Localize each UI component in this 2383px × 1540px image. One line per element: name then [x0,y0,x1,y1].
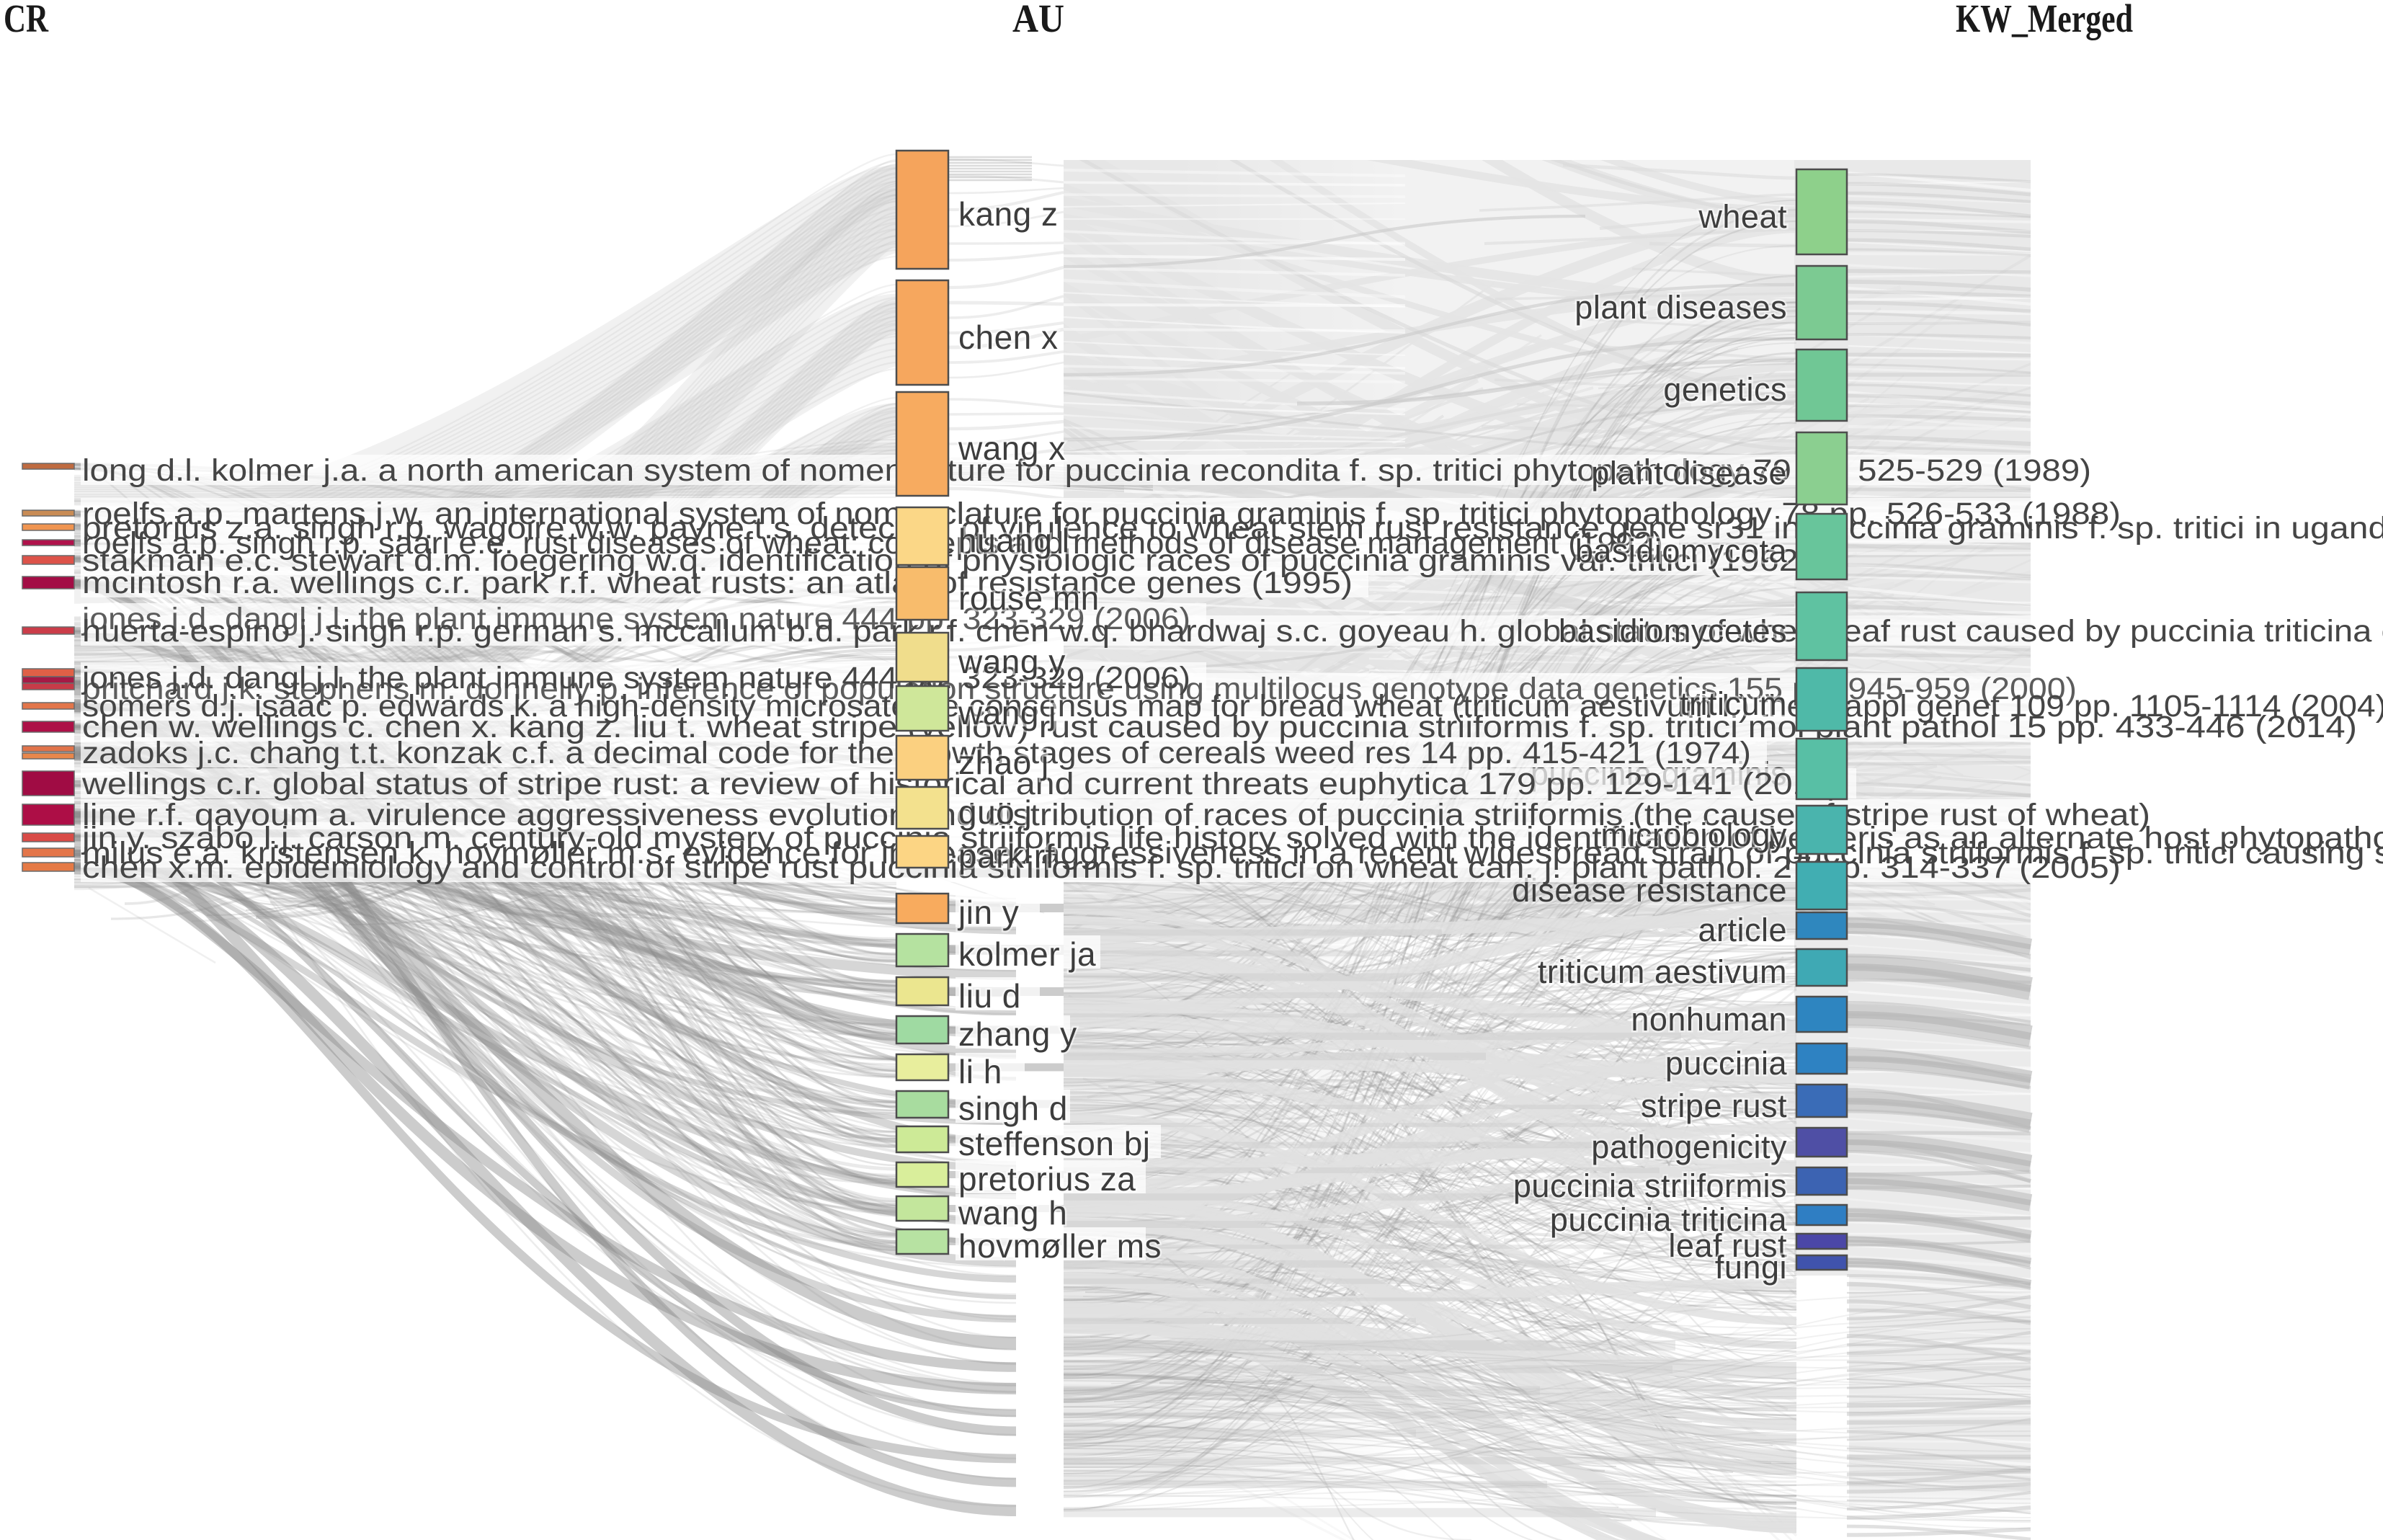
svg-text:li h: li h [958,1053,1002,1090]
svg-text:wang x: wang x [958,429,1066,467]
svg-text:nonhuman: nonhuman [1631,1001,1787,1038]
svg-text:triticum aestivum: triticum aestivum [1538,953,1787,990]
svg-text:huang l: huang l [958,522,1069,559]
svg-text:pritchard j.k. stephens m. don: pritchard j.k. stephens m. donnelly p. i… [82,672,2077,706]
svg-text:plant diseases: plant diseases [1574,289,1787,326]
svg-text:wellings c.r. global status of: wellings c.r. global status of stripe ru… [81,767,1840,801]
svg-text:chen w. wellings c. chen x. ka: chen w. wellings c. chen x. kang z. liu … [82,710,2357,744]
svg-text:kolmer ja: kolmer ja [958,935,1096,973]
svg-text:pretorius z.a. singh r.p. wago: pretorius z.a. singh r.p. wagoire w.w. p… [82,511,2383,546]
svg-text:pretorius za: pretorius za [958,1160,1136,1198]
svg-text:milus e.a. kristensen k. hovmø: milus e.a. kristensen k. hovmøller m.s. … [82,836,2383,871]
svg-text:jin y. szabo l.j. carson m. ce: jin y. szabo l.j. carson m. century-old … [81,821,2383,855]
svg-text:rouse mn: rouse mn [958,579,1100,617]
svg-text:KW_Merged: KW_Merged [1956,0,2133,40]
svg-text:chen x.m. epidemiology and con: chen x.m. epidemiology and control of st… [82,850,2121,885]
svg-text:wang y: wang y [958,643,1066,680]
svg-text:kang z: kang z [958,195,1059,233]
svg-text:plant disease: plant disease [1591,455,1787,491]
svg-text:CR: CR [4,0,49,40]
svg-text:puccinia triticina: puccinia triticina [1550,1201,1788,1238]
svg-text:chen x: chen x [958,319,1059,356]
svg-text:liu d: liu d [958,977,1021,1015]
svg-text:basidiomycota: basidiomycota [1575,533,1788,569]
svg-text:huerta-espino j. singh r.p. ge: huerta-espino j. singh r.p. german s. mc… [82,614,2383,649]
svg-text:singh d: singh d [958,1090,1068,1127]
svg-text:wheat: wheat [1698,198,1787,235]
svg-text:jones j.d. dangl j.l. the plan: jones j.d. dangl j.l. the plant immune s… [81,602,1190,636]
svg-text:zhao j: zhao j [958,744,1049,781]
svg-text:wang j: wang j [958,694,1056,731]
svg-text:park rf: park rf [958,837,1055,875]
svg-text:article: article [1698,912,1787,948]
svg-text:somers d.j. isaac p. edwards k: somers d.j. isaac p. edwards k. a high-d… [82,689,2383,724]
svg-text:microbiology: microbiology [1600,816,1787,853]
svg-text:long d.l. kolmer j.a. a north: long d.l. kolmer j.a. a north american s… [82,453,2091,488]
svg-text:fungi: fungi [1715,1249,1787,1286]
svg-text:wang h: wang h [958,1194,1067,1232]
svg-text:jin y: jin y [957,894,1019,931]
svg-text:AU: AU [1012,0,1064,40]
svg-text:roelfs a.p. singh r.p. saari e: roelfs a.p. singh r.p. saari e.e. rust d… [82,526,1663,561]
svg-text:hovmøller ms: hovmøller ms [958,1227,1162,1265]
svg-text:stripe rust: stripe rust [1641,1087,1787,1124]
svg-text:basidiomycetes: basidiomycetes [1559,613,1787,649]
svg-text:pathogenicity: pathogenicity [1591,1129,1787,1165]
svg-text:jones j.d. dangl j.l. the plan: jones j.d. dangl j.l. the plant immune s… [81,661,1190,695]
svg-text:roelfs a.p. martens j.w. an in: roelfs a.p. martens j.w. an internationa… [82,497,2121,531]
svg-text:steffenson bj: steffenson bj [958,1125,1151,1162]
svg-text:triticum: triticum [1680,685,1787,722]
svg-text:zhang y: zhang y [958,1015,1077,1053]
svg-text:puccinia: puccinia [1665,1045,1788,1082]
svg-text:genetics: genetics [1663,371,1787,408]
svg-text:mcintosh r.a. wellings c.r. pa: mcintosh r.a. wellings c.r. park r.f. wh… [82,566,1353,600]
svg-text:leaf rust: leaf rust [1668,1227,1787,1264]
svg-text:puccinia striiformis: puccinia striiformis [1513,1167,1787,1204]
svg-text:guo j: guo j [958,793,1032,831]
